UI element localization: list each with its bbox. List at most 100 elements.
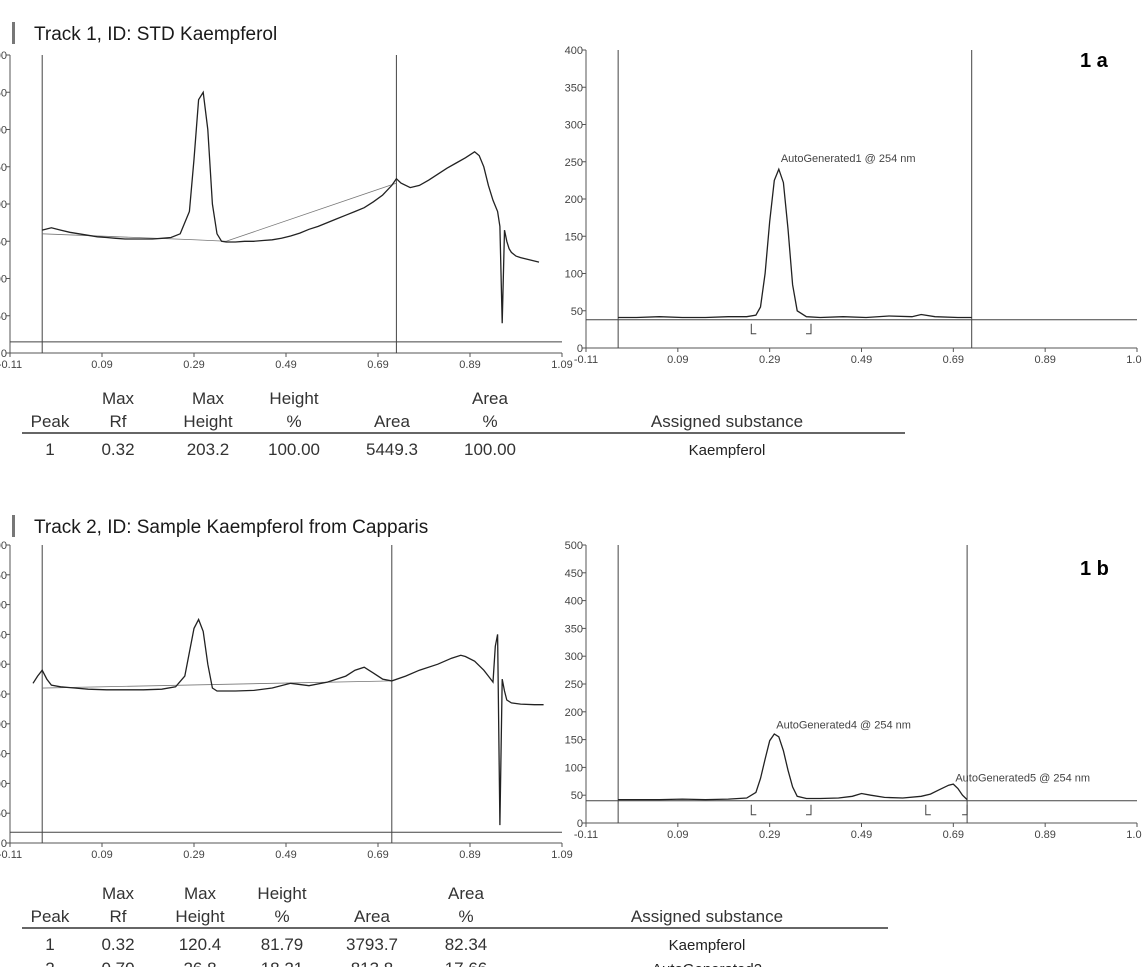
- x-tick-label: 0.09: [667, 829, 688, 841]
- table-header-line2: Area: [354, 907, 390, 926]
- integration-bracket-left: [750, 323, 757, 335]
- y-tick-label: 50: [571, 790, 583, 802]
- panel-1b: Track 2, ID: Sample Kaempferol from Capp…: [0, 515, 1142, 967]
- peak-table-1a: Peak Max Rf Max Height Height% Area Area% Assign…: [22, 389, 905, 459]
- y-tick-label: 250: [0, 162, 7, 174]
- table-cell: 120.4: [179, 935, 222, 954]
- peak-annotation: AutoGenerated1 @ 254 nm: [781, 153, 916, 165]
- table-header-line2: Rf: [110, 907, 127, 926]
- table-cell: 26.8: [183, 959, 216, 967]
- table-header-line2: %: [482, 412, 497, 431]
- table-cell: 81.79: [261, 935, 304, 954]
- table-header-line1: Height: [269, 389, 318, 408]
- track-title-marker: [12, 22, 15, 44]
- table-header-line2: Assigned substance: [651, 412, 803, 431]
- y-tick-label: 0: [1, 838, 7, 850]
- x-tick-label: 1.09: [1126, 829, 1142, 841]
- table-header-line2: Assigned substance: [631, 907, 783, 926]
- table-cell: 1: [45, 440, 54, 459]
- x-tick-label: 0.69: [943, 354, 964, 366]
- y-tick-label: 350: [0, 629, 7, 641]
- y-tick-label: 400: [0, 50, 7, 62]
- table-header-line1: Area: [448, 884, 484, 903]
- x-tick-label: 0.29: [759, 829, 780, 841]
- densitogram-line: [32, 617, 544, 826]
- y-tick-label: 150: [565, 735, 583, 747]
- table-cell: 0.32: [101, 935, 134, 954]
- y-tick-label: 500: [0, 540, 7, 552]
- integration-bracket-left: [925, 804, 931, 816]
- densitogram-line: [618, 167, 972, 319]
- table-header-line1: Height: [257, 884, 306, 903]
- y-tick-label: 50: [571, 306, 583, 318]
- chart-1b-full-track: 0 50 100 150 200 250 300 350 400 450 500 -0.11 0.09 0…: [0, 540, 573, 861]
- track-title: Track 1, ID: STD Kaempferol: [34, 24, 277, 45]
- table-header-line2: %: [274, 907, 289, 926]
- x-tick-label: 0.49: [275, 849, 296, 861]
- x-tick-label: 0.89: [1034, 354, 1055, 366]
- table-header-line2: %: [458, 907, 473, 926]
- x-tick-label: -0.11: [574, 354, 598, 366]
- table-header-line2: %: [286, 412, 301, 431]
- integration-bracket-left: [750, 804, 757, 816]
- panel-1a: Track 1, ID: STD Kaempferol 1 a 05010015…: [0, 22, 1142, 459]
- table-cell: 100.00: [464, 440, 516, 459]
- y-tick-label: 50: [0, 808, 7, 820]
- chart-1a-peak-window: 0 50 100 150 200 250 300 350 400 -0.11 0.09 0.29 0.4…: [565, 45, 1142, 366]
- table-cell: 813.8: [351, 959, 394, 967]
- y-tick-label: 0: [577, 818, 583, 830]
- y-tick-label: 500: [565, 540, 583, 552]
- y-tick-label: 400: [565, 596, 583, 608]
- integration-baseline: [42, 182, 397, 242]
- y-tick-label: 150: [0, 749, 7, 761]
- y-tick-label: 200: [565, 194, 583, 206]
- table-cell: 100.00: [268, 440, 320, 459]
- x-tick-label: 0.89: [1034, 829, 1055, 841]
- x-tick-label: 0.69: [367, 359, 388, 371]
- y-tick-label: 250: [565, 679, 583, 691]
- table-header-line1: Max: [184, 884, 217, 903]
- y-tick-label: 300: [0, 125, 7, 137]
- x-tick-label: 1.09: [1126, 354, 1142, 366]
- table-cell: 3793.7: [346, 935, 398, 954]
- panel-label: 1 a: [1080, 50, 1109, 72]
- y-tick-label: 250: [565, 157, 583, 169]
- table-header-line2: Peak: [31, 412, 70, 431]
- y-tick-label: 400: [0, 600, 7, 612]
- peak-table-1b: Peak Max Rf Max Height Height% Area Area% Assign…: [22, 884, 888, 967]
- table-cell: Kaempferol: [689, 442, 766, 459]
- table-header-line2: Peak: [31, 907, 70, 926]
- panel-label: 1 b: [1080, 558, 1109, 580]
- x-tick-label: 0.09: [91, 359, 112, 371]
- x-tick-label: 1.09: [551, 849, 572, 861]
- x-tick-label: -0.11: [574, 829, 598, 841]
- x-tick-label: 0.49: [851, 354, 872, 366]
- track-title: Track 2, ID: Sample Kaempferol from Capp…: [34, 517, 428, 538]
- y-tick-label: 350: [565, 82, 583, 94]
- y-tick-label: 100: [0, 274, 7, 286]
- x-tick-label: 0.49: [275, 359, 296, 371]
- y-tick-label: 400: [565, 45, 583, 57]
- x-tick-label: 0.89: [459, 849, 480, 861]
- peak-annotation: AutoGenerated5 @ 254 nm: [955, 772, 1090, 784]
- table-cell: 2: [45, 959, 54, 967]
- y-tick-label: 200: [0, 719, 7, 731]
- integration-bracket-right: [805, 323, 812, 335]
- table-cell: 203.2: [187, 440, 230, 459]
- y-tick-label: 0: [1, 348, 7, 360]
- table-cell: 17.66: [445, 959, 488, 967]
- y-tick-label: 100: [565, 269, 583, 281]
- peak-annotation: AutoGenerated4 @ 254 nm: [776, 719, 911, 731]
- integration-baseline: [42, 680, 392, 689]
- y-tick-label: 300: [565, 120, 583, 132]
- y-tick-label: 450: [565, 568, 583, 580]
- x-tick-label: 0.69: [367, 849, 388, 861]
- table-header-line2: Rf: [110, 412, 127, 431]
- table-header-line2: Height: [183, 412, 232, 431]
- table-header-line1: Max: [102, 884, 135, 903]
- x-tick-label: 0.29: [183, 359, 204, 371]
- y-tick-label: 300: [0, 659, 7, 671]
- table-cell: 18.21: [261, 959, 304, 967]
- x-tick-label: 0.29: [183, 849, 204, 861]
